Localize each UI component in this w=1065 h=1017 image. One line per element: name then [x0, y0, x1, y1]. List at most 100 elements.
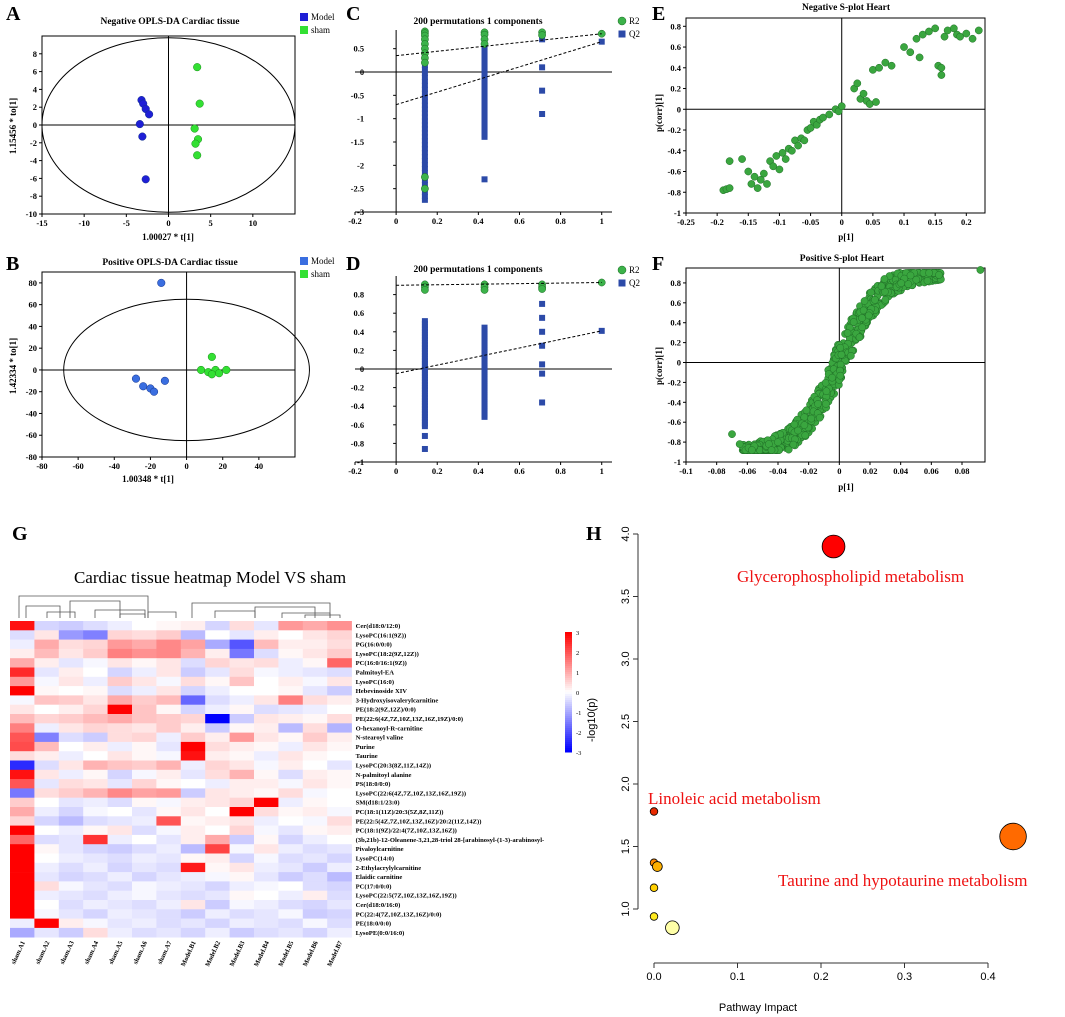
heatmap-cell	[180, 881, 206, 891]
pathway-label-glycerophospholipid: Glycerophospholipid metabolism	[737, 567, 964, 586]
heatmap-cell	[302, 658, 328, 668]
heatmap-cell	[132, 797, 157, 808]
panel-d-permutation: 200 permutations 1 components -0.2 0 0.2 0.…	[348, 265, 640, 476]
q2-point	[421, 424, 428, 430]
heatmap-cell	[229, 667, 255, 678]
heatmap-cell	[34, 853, 60, 864]
heatmap-cell	[58, 667, 84, 678]
heatmap-cell	[58, 862, 84, 873]
q2-point	[421, 114, 428, 120]
heatmap-cell	[83, 714, 108, 724]
heatmap-cell	[302, 909, 328, 919]
q2-point	[421, 334, 428, 340]
color-key-segment	[565, 634, 572, 637]
heatmap-cell	[278, 816, 304, 826]
heatmap-cell	[180, 667, 206, 678]
heatmap-cell	[107, 760, 133, 771]
heatmap-cell	[83, 723, 108, 733]
panel-b-legend-sham: sham	[311, 269, 330, 279]
splot-point	[935, 271, 943, 279]
splot-point	[871, 296, 879, 304]
color-key-label: -2	[576, 730, 581, 737]
heatmap-cell	[327, 853, 352, 864]
heatmap-cell	[327, 639, 352, 650]
heatmap-cell	[278, 630, 304, 640]
heatmap-cell	[205, 676, 230, 687]
heatmap-row-label: LysoPC(18:2(9Z,12Z))	[356, 651, 419, 658]
pathway-label-linoleic: Linoleic acid metabolism	[648, 789, 821, 808]
hotelling-ellipse	[63, 298, 310, 442]
heatmap-cell	[254, 621, 279, 631]
x-tick-label: 0.4	[473, 466, 484, 476]
heatmap-cell	[34, 695, 60, 705]
splot-point	[837, 350, 846, 359]
sham-point	[193, 151, 202, 160]
q2-point	[421, 328, 428, 334]
heatmap-cell	[156, 909, 182, 919]
heatmap-cell	[132, 918, 157, 929]
y-tick-label: 2.5	[620, 714, 632, 729]
heatmap-cell	[180, 676, 206, 687]
splot-point	[725, 157, 734, 165]
heatmap-cell	[254, 807, 279, 817]
x-tick-label: -10	[78, 218, 89, 228]
x-tick-label: 20	[218, 461, 227, 471]
color-key-segment	[565, 704, 572, 707]
color-key-segment	[565, 742, 572, 745]
heatmap-cell	[302, 714, 328, 724]
color-key-segment	[565, 678, 572, 681]
heatmap-column-label: Model.B1	[180, 940, 198, 968]
heatmap-cell	[107, 797, 133, 808]
heatmap-column-label: sham.A4	[83, 939, 100, 965]
panel-b-title: Positive OPLS-DA Cardiac tissue	[102, 258, 237, 268]
heatmap-cell	[327, 825, 352, 836]
q2-point	[421, 402, 428, 408]
splot-point	[860, 297, 869, 305]
r2-point	[421, 286, 429, 294]
q2-point	[421, 98, 428, 104]
color-key-segment	[565, 716, 572, 719]
heatmap-cell	[156, 862, 182, 873]
splot-point	[976, 266, 985, 274]
heatmap-cell	[107, 844, 133, 854]
heatmap-cell	[229, 723, 255, 733]
r2-point	[421, 173, 429, 181]
heatmap-cell	[180, 797, 206, 808]
heatmap-cell	[327, 732, 352, 743]
heatmap-cell	[34, 779, 60, 789]
heatmap-cell	[58, 751, 84, 761]
heatmap-cell	[327, 769, 352, 780]
heatmap-cell	[302, 872, 328, 882]
heatmap-cell	[156, 788, 182, 798]
x-tick-label: -0.08	[708, 466, 726, 476]
panel-a-negative-oplsda: Negative OPLS-DA Cardiac tissue 1.00027 …	[8, 12, 335, 242]
q2-point	[421, 400, 428, 406]
heatmap-cell	[278, 779, 304, 789]
y-tick-label: -0.6	[668, 167, 681, 177]
heatmap-column-label: Model.B7	[326, 939, 344, 967]
panel-letter-b: B	[6, 253, 19, 275]
q2-point	[421, 110, 428, 116]
heatmap-cell	[229, 751, 255, 761]
panel-b-frame	[41, 271, 296, 458]
heatmap-cell	[107, 825, 133, 836]
heatmap-cell	[254, 695, 279, 705]
heatmap-cell	[229, 816, 255, 826]
heatmap-cell	[132, 788, 157, 798]
y-tick-label: 40	[29, 321, 38, 331]
heatmap-cell	[278, 648, 304, 659]
pathway-bubble	[999, 822, 1027, 851]
heatmap-cell	[132, 760, 157, 771]
x-tick-label: -0.15	[739, 217, 757, 227]
heatmap-cell	[205, 844, 230, 854]
color-key-label: 2	[576, 650, 579, 657]
heatmap-cell	[180, 639, 206, 650]
heatmap-cell	[229, 834, 255, 845]
heatmap-cell	[156, 834, 182, 845]
heatmap-cell	[327, 760, 352, 771]
panel-e-ylabel: p(corr)[1]	[654, 94, 664, 132]
y-tick-label: -1.5	[351, 137, 364, 147]
panel-b-legend-model: Model	[311, 256, 335, 266]
panel-letter-d: D	[346, 253, 360, 275]
heatmap-cell	[327, 862, 352, 873]
